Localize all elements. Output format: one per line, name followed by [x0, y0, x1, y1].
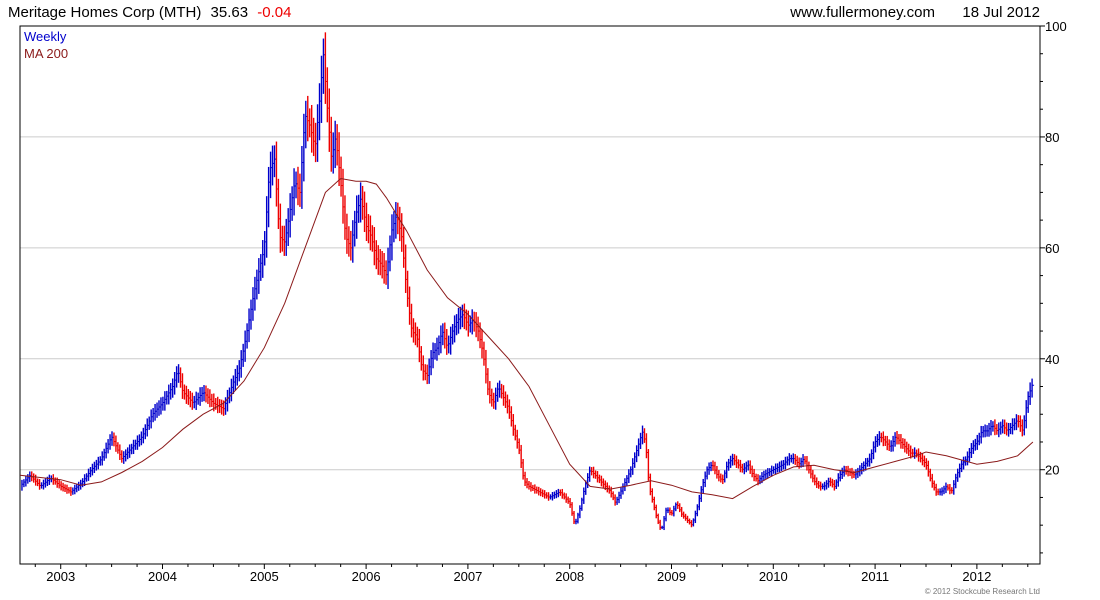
plot-frame — [19, 25, 1041, 565]
y-tick-label: 20 — [1045, 463, 1059, 478]
grid-lines — [20, 25, 1040, 471]
x-tick-label: 2005 — [250, 569, 279, 584]
x-tick-label: 2009 — [657, 569, 686, 584]
source-url: www.fullermoney.com — [789, 4, 935, 21]
y-axis: 20 40 60 80 100 — [1040, 19, 1067, 554]
y-tick-label: 40 — [1045, 352, 1059, 367]
x-tick-label: 2008 — [555, 569, 584, 584]
legend-weekly: Weekly — [24, 29, 67, 44]
y-tick-label: 100 — [1045, 19, 1067, 34]
legend-ma-200: MA 200 — [24, 46, 68, 61]
x-tick-label: 2012 — [962, 569, 991, 584]
y-tick-label: 80 — [1045, 130, 1059, 145]
x-tick-label: 2011 — [861, 569, 889, 584]
x-tick-label: 2006 — [352, 569, 381, 584]
y-tick-label: 60 — [1045, 241, 1059, 256]
chart-title: Meritage Homes Corp (MTH) 35.63 -0.04 — [8, 4, 291, 21]
copyright-note: © 2012 Stockcube Research Ltd — [925, 587, 1040, 596]
x-axis: 2003 2004 2005 2006 2007 2008 2009 2010 2011 2012 — [34, 564, 1029, 584]
company-name: Meritage Homes Corp (MTH) — [8, 4, 201, 21]
x-tick-label: 2004 — [148, 569, 177, 584]
x-tick-label: 2010 — [759, 569, 788, 584]
series-line-ma-200 — [19, 177, 1034, 500]
last-price: 35.63 — [211, 4, 249, 21]
chart-date: 18 Jul 2012 — [962, 4, 1040, 21]
x-tick-label: 2003 — [46, 569, 75, 584]
price-change: -0.04 — [257, 4, 291, 21]
x-tick-label: 2007 — [453, 569, 482, 584]
weekly-price-bars — [21, 32, 1035, 531]
